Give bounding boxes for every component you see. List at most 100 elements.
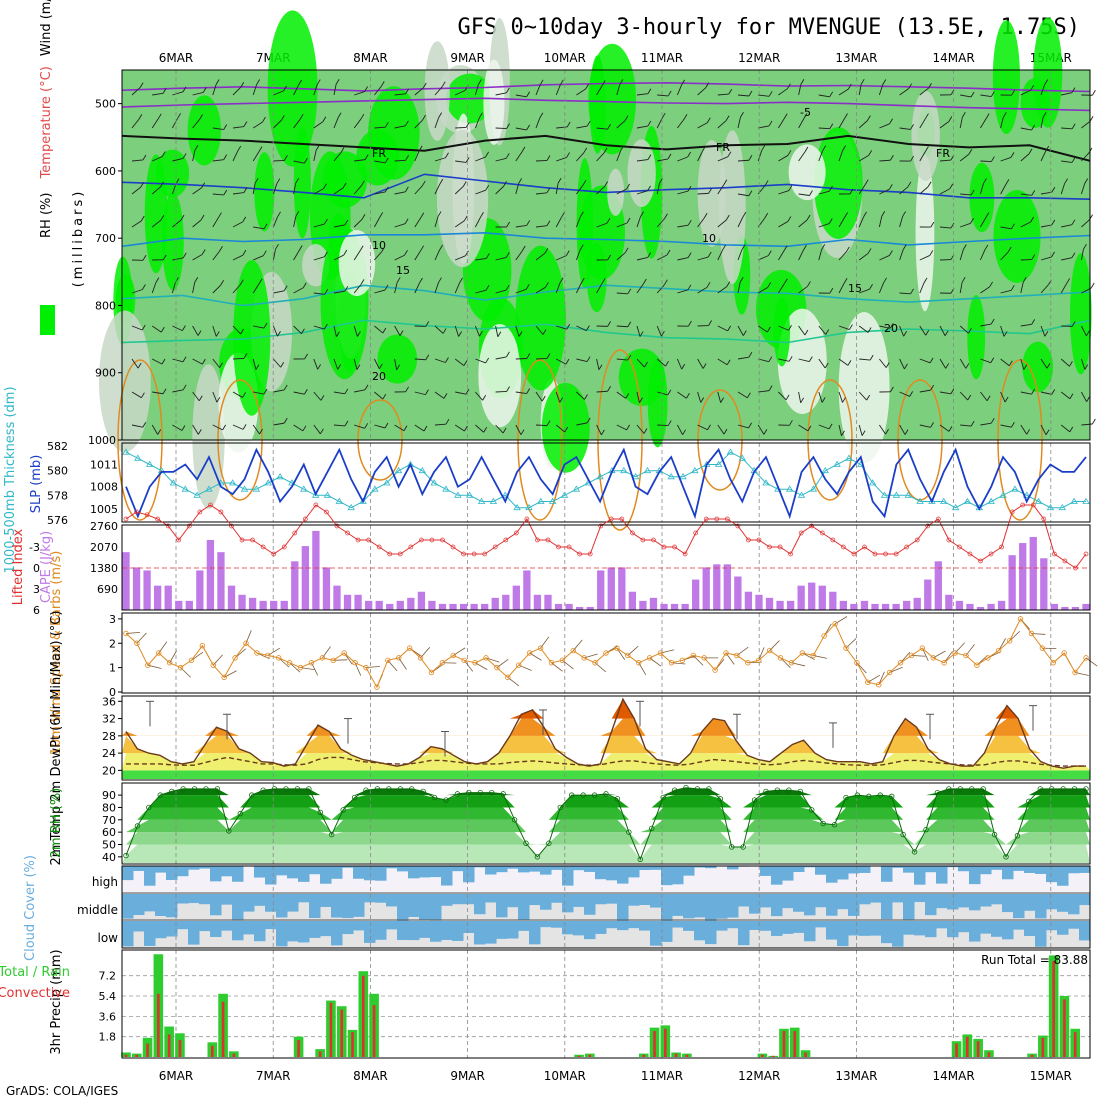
data-point	[548, 497, 557, 504]
wind-barb	[374, 217, 381, 228]
wind-barb-flag	[218, 212, 222, 218]
y-tick-label: 80	[102, 801, 116, 814]
cloud-low-bar	[991, 921, 1003, 937]
data-point	[1014, 833, 1021, 839]
cloud-mid-bar	[1046, 894, 1058, 910]
wind-barb-flag	[295, 177, 300, 184]
precip-convective-bar	[976, 1041, 980, 1057]
lifted-point	[345, 530, 350, 536]
cloud-mid-bar	[1013, 894, 1025, 919]
data-point	[341, 650, 347, 656]
cloud-high-bar	[342, 866, 354, 868]
wind-barb-flag	[141, 392, 145, 398]
wind-barb-flag	[889, 154, 894, 161]
thickness-tick-label: 582	[47, 440, 68, 453]
cloud-high-bar	[892, 866, 904, 868]
contour-label: 15	[396, 264, 410, 277]
lifted-point	[630, 530, 635, 536]
wind-barb	[798, 325, 806, 336]
wind-barb	[515, 288, 527, 294]
data-point	[643, 466, 652, 474]
wind-barb	[354, 159, 366, 162]
wind-barb	[253, 325, 265, 329]
wind-barb-flag	[783, 278, 788, 284]
data-point	[134, 454, 142, 461]
wind-barb	[535, 286, 546, 294]
wind-barb	[838, 325, 850, 330]
wind-barb-flag	[219, 246, 223, 252]
wind-barb-flag	[240, 328, 244, 335]
data-point	[701, 655, 707, 661]
wind-barb	[818, 249, 823, 261]
wind-barb-flag	[927, 181, 932, 187]
y-tick-label: 36	[102, 695, 116, 708]
data-point	[363, 664, 369, 671]
lifted-point	[155, 516, 160, 522]
wind-barb-flag	[544, 248, 549, 254]
wind-barb-flag	[1011, 223, 1015, 230]
cloud-low-bar	[573, 921, 585, 936]
wind-barb-flag	[155, 277, 160, 283]
cloud-mid-bar	[331, 894, 343, 918]
data-point	[418, 466, 427, 474]
wind-barb	[879, 358, 887, 368]
wind-barb-flag	[803, 244, 807, 251]
data-point	[461, 657, 467, 664]
data-point	[892, 491, 901, 498]
wind-barb	[798, 219, 808, 228]
wind-barb	[232, 150, 239, 162]
cloud-high-bar	[826, 866, 838, 883]
rh-blob	[187, 95, 222, 166]
data-point	[923, 826, 929, 833]
wind-barb	[394, 159, 406, 162]
data-point	[671, 787, 678, 793]
data-point	[205, 485, 213, 492]
wind-barb-flag	[748, 90, 753, 97]
wind-barb	[232, 221, 243, 228]
wind-barb-flag	[828, 423, 833, 430]
wind-barb-flag	[283, 85, 287, 92]
wind-barb	[252, 283, 260, 294]
data-point	[396, 655, 402, 661]
contour-label: 10	[702, 232, 716, 245]
wind-barb	[657, 158, 669, 162]
data-point	[1083, 655, 1089, 661]
cloud-high-bar	[254, 866, 266, 878]
wind-barb	[1020, 127, 1032, 131]
wind-barb-flag	[885, 362, 890, 368]
wind-barb-flag	[559, 277, 564, 283]
pressure-tick-label: 900	[95, 367, 116, 380]
rh-blob	[1020, 78, 1050, 128]
data-point	[762, 479, 770, 486]
precip-tick-label: 5.4	[99, 990, 117, 1003]
wind-barb	[475, 289, 487, 294]
cape-bar	[734, 576, 742, 610]
precip-convective-bar	[146, 1043, 149, 1057]
series-line	[125, 447, 1087, 520]
wind-barb-flag	[139, 82, 144, 88]
bottom-date-label: 13MAR	[835, 1069, 877, 1083]
wind-barb-flag	[923, 277, 928, 284]
data-point	[428, 669, 435, 676]
wind-barb	[778, 221, 789, 228]
wind-barb	[313, 424, 321, 435]
slp-tick-label: 1008	[90, 481, 118, 494]
wind-barb	[879, 424, 886, 435]
wind-barb-flag	[138, 114, 143, 120]
data-point	[774, 787, 781, 793]
wind-barb	[1061, 257, 1073, 261]
wind-barb	[515, 151, 523, 162]
wind-barb-flag	[647, 120, 652, 127]
lifted-tick-label: 0	[33, 562, 40, 575]
wind-barb-flag	[378, 363, 383, 370]
data-point	[559, 657, 566, 664]
data-point	[300, 485, 308, 492]
wind-barb-flag	[788, 356, 793, 362]
cloud-high-bar	[705, 866, 717, 869]
wind-barb	[151, 424, 159, 435]
data-point	[1011, 485, 1019, 492]
data-point	[908, 652, 915, 659]
wind-barb-flag	[320, 395, 325, 401]
wind-barb	[333, 391, 345, 395]
